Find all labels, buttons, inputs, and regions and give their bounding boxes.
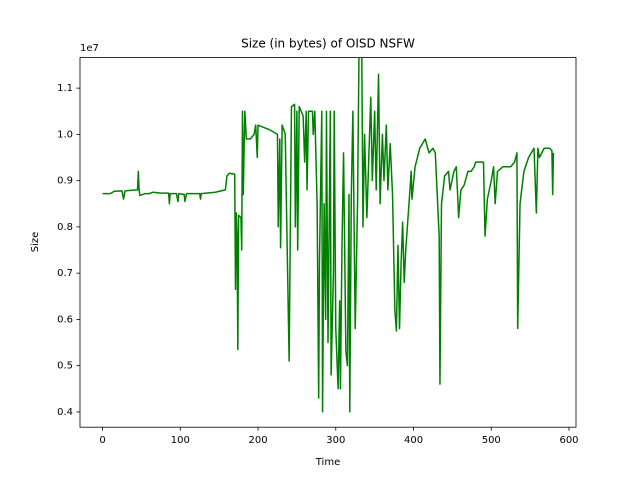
y-tick-label: 0.4 — [57, 407, 73, 418]
plot-frame — [79, 57, 577, 428]
y-tick-label: 0.6 — [57, 314, 73, 325]
data-line — [102, 57, 555, 413]
x-axis-label: Time — [315, 457, 340, 468]
y-tick-label: 0.7 — [57, 268, 73, 279]
x-tick-label: 400 — [404, 435, 423, 446]
y-tick-label: 1.0 — [57, 129, 73, 140]
y-tick-label: 1.1 — [57, 83, 73, 94]
y-axis-label: Size — [30, 232, 41, 253]
x-tick-label: 0 — [99, 435, 105, 446]
x-tick-label: 600 — [559, 435, 578, 446]
x-tick-label: 200 — [248, 435, 267, 446]
x-tick-label: 300 — [326, 435, 345, 446]
y-tick-label: 0.8 — [57, 222, 73, 233]
chart-title: Size (in bytes) of OISD NSFW — [241, 37, 415, 51]
x-tick-label: 500 — [482, 435, 501, 446]
x-tick-label: 100 — [171, 435, 190, 446]
y-tick-label: 0.9 — [57, 176, 73, 187]
y-offset-label: 1e7 — [80, 43, 99, 54]
y-tick-label: 0.5 — [57, 361, 73, 372]
